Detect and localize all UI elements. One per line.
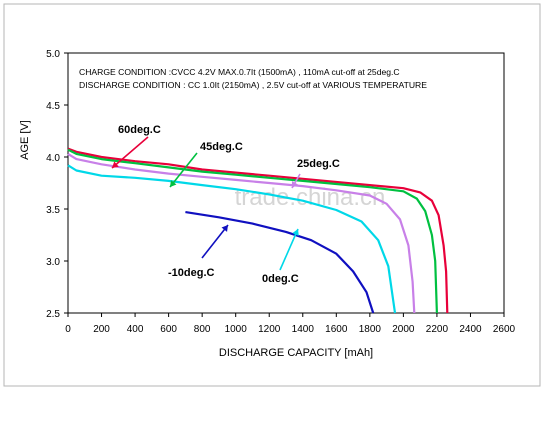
x-tick-label: 2200 (426, 324, 449, 335)
series-arrowhead-0deg-c (292, 229, 299, 236)
series-label-0deg-c: 0deg.C (262, 273, 299, 285)
series-label--10deg-c: -10deg.C (168, 267, 215, 279)
series-leader-45deg-c (169, 152, 198, 188)
x-tick-label: 600 (160, 324, 177, 335)
x-tick-label: 200 (93, 324, 110, 335)
series-leader-0deg-c (279, 228, 299, 271)
series-line-0deg-c (67, 164, 397, 314)
series-line-45deg-c (67, 148, 438, 314)
series-arrowhead-45deg-c (170, 180, 177, 187)
y-tick-label: 4.0 (46, 153, 60, 164)
x-tick-label: 1200 (258, 324, 281, 335)
series-line--10deg-c (185, 211, 375, 314)
series-line-25deg-c (67, 152, 416, 314)
x-tick-label: 400 (127, 324, 144, 335)
series-arrowhead--10deg-c (221, 225, 228, 232)
series-arrowhead-25deg-c (291, 181, 299, 188)
series-arrowhead-60deg-c (112, 161, 119, 168)
y-tick-label: 5.0 (46, 49, 60, 60)
watermark: trade.china.cn (235, 184, 386, 211)
charge-condition: CHARGE CONDITION :CVCC 4.2V MAX.0.7It (1… (79, 67, 400, 77)
x-tick-label: 2000 (392, 324, 415, 335)
y-tick-label: 3.0 (46, 257, 60, 268)
series-label-25deg-c: 25deg.C (297, 158, 340, 170)
series-label-45deg-c: 45deg.C (200, 141, 243, 153)
series-labels: 60deg.C 45deg.C 25deg.C 0deg.C -10deg.C (111, 124, 340, 285)
y-tick-label: 3.5 (46, 205, 60, 216)
y-axis-ticks: 2.5 3.0 3.5 4.0 4.5 5.0 (46, 49, 68, 320)
series-label-60deg-c: 60deg.C (118, 124, 161, 136)
x-axis-ticks: 0 200 400 600 800 1000 1200 1400 1600 1800 2000 220… (65, 313, 516, 335)
x-tick-label: 2600 (493, 324, 516, 335)
x-tick-label: 1800 (359, 324, 382, 335)
x-tick-label: 1400 (292, 324, 315, 335)
y-axis-label: AGE [V] (19, 120, 31, 160)
conditions-text: CHARGE CONDITION :CVCC 4.2V MAX.0.7It (1… (79, 67, 427, 90)
x-tick-label: 2400 (459, 324, 482, 335)
watermark-text: trade.china.cn (235, 184, 386, 211)
discharge-condition: DISCHARGE CONDITION : CC 1.0It (2150mA) … (79, 80, 427, 90)
x-tick-label: 800 (194, 324, 211, 335)
series-line-60deg-c (67, 147, 449, 314)
y-tick-label: 2.5 (46, 309, 60, 320)
series-leader--10deg-c (201, 224, 229, 259)
x-axis-label: DISCHARGE CAPACITY [mAh] (219, 347, 373, 359)
x-tick-label: 1600 (325, 324, 348, 335)
x-tick-label: 1000 (225, 324, 248, 335)
x-tick-label: 0 (65, 324, 71, 335)
series-lines (67, 147, 449, 314)
series-leader-60deg-c (111, 136, 149, 169)
plot-area (67, 52, 505, 314)
y-tick-label: 4.5 (46, 101, 60, 112)
